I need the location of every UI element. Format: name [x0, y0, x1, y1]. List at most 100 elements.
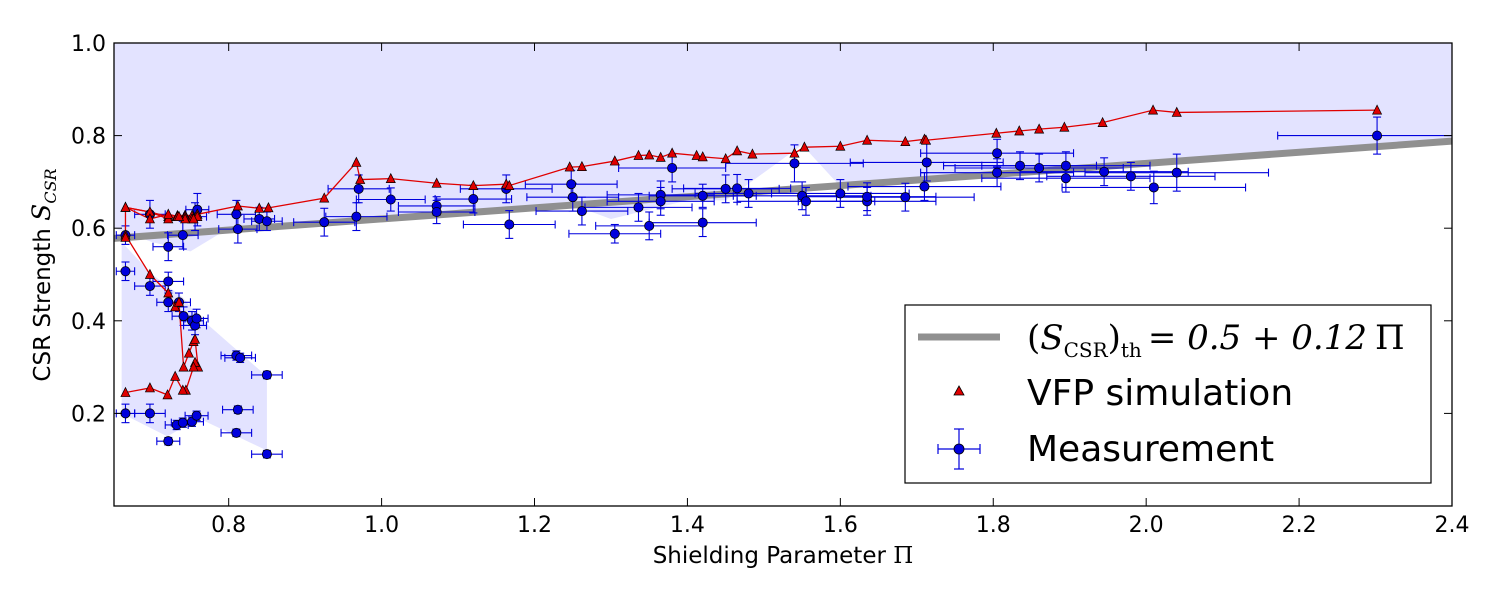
x-tick-label: 1.0	[364, 513, 399, 538]
measurement-point	[633, 202, 644, 213]
simulation-point	[655, 151, 666, 162]
simulation-point	[183, 347, 194, 358]
legend-simulation-label: VFP simulation	[1027, 373, 1293, 414]
measurement-point	[231, 209, 242, 220]
simulation-point	[263, 202, 274, 213]
plot-frame	[113, 42, 1453, 507]
measurement-point	[644, 220, 655, 231]
measurement-point	[1034, 163, 1045, 174]
simulation-point	[1097, 116, 1108, 127]
measurement-point	[862, 191, 873, 202]
measurement-point	[800, 196, 811, 207]
simulation-point	[504, 179, 515, 190]
measurement-point	[1060, 160, 1071, 171]
simulation-point	[576, 160, 587, 171]
measurement-point	[144, 281, 155, 292]
measurement-point	[319, 217, 330, 228]
simulation-point	[431, 177, 442, 188]
measurement-point	[144, 408, 155, 419]
simulation-point	[644, 149, 655, 160]
measurement-point	[732, 183, 743, 194]
simulation-point	[163, 208, 174, 219]
measurement-point	[261, 216, 272, 227]
measurement-point	[163, 436, 174, 447]
simulation-point	[1171, 106, 1182, 117]
measurement-point	[1099, 166, 1110, 177]
measurement-point	[177, 417, 188, 428]
simulation-point	[789, 147, 800, 158]
measurement-point	[992, 167, 1003, 178]
plot-area	[114, 43, 1452, 460]
simulation-point	[667, 147, 678, 158]
simulation-point	[799, 141, 810, 152]
legend: (SCSR)th = 0.5 + 0.12 Π VFP simulation Mea…	[904, 304, 1432, 484]
measurement-point	[667, 163, 678, 174]
simulation-point	[189, 333, 201, 344]
simulation-point	[1014, 125, 1025, 136]
simulation-point	[900, 135, 911, 146]
measurement-point	[120, 266, 131, 277]
simulation-point	[991, 127, 1002, 138]
x-tick-label: 2.2	[1282, 513, 1317, 538]
x-tick-label: 0.8	[211, 513, 246, 538]
axis-ticks: 0.8 1.0 1.2 1.4 1.6 1.8 2.0 2.2 2.4 0.2 0.4 0.6 0.8 1…	[71, 32, 1470, 538]
simulation-point	[178, 361, 189, 372]
simulation-point	[188, 213, 199, 224]
measurement-point	[468, 194, 479, 205]
measurement-point	[576, 206, 587, 217]
measurement-point	[120, 408, 131, 419]
simulation-point	[385, 172, 396, 184]
x-tick-label: 1.2	[517, 513, 552, 538]
y-tick-label: 1.0	[71, 32, 106, 57]
simulation-point	[144, 268, 156, 279]
measurement-point	[655, 196, 666, 207]
simulation-point	[1059, 121, 1070, 132]
measurement-point	[1148, 182, 1159, 193]
region-wedge	[121, 242, 267, 451]
simulation-point	[691, 149, 702, 160]
simulation-point	[120, 201, 131, 212]
measurement-point	[163, 297, 174, 308]
measurement-point	[566, 179, 577, 190]
measurement-point	[385, 194, 396, 205]
x-tick-label: 2.4	[1435, 513, 1470, 538]
legend-threshold-label: (SCSR)th = 0.5 + 0.12 Π	[1027, 318, 1405, 362]
simulation-point	[144, 382, 156, 393]
measurement-point	[163, 276, 174, 287]
simulation-point	[351, 156, 362, 167]
measurement-point	[351, 211, 362, 222]
measurement-point	[900, 192, 911, 203]
measurement-point	[743, 188, 754, 199]
measurement-point	[1125, 171, 1136, 182]
x-axis-label: Shielding Parameter Π	[653, 543, 914, 569]
measurement-point	[697, 190, 708, 201]
simulation-point	[468, 179, 479, 190]
measurement-point	[720, 183, 731, 194]
measurement-point	[919, 181, 930, 192]
x-tick-label: 1.8	[976, 513, 1011, 538]
simulation-point	[120, 386, 131, 397]
measurement-point	[1171, 167, 1182, 178]
simulation-point	[355, 173, 366, 184]
simulation-point	[835, 140, 846, 151]
simulation-point	[232, 200, 243, 211]
measurement-point	[697, 217, 708, 228]
measurement-point	[835, 188, 846, 199]
y-axis-label: CSR Strength SCSR	[27, 168, 60, 381]
simulation-point	[609, 155, 620, 166]
y-tick-label: 0.6	[71, 217, 106, 242]
y-tick-label: 0.8	[71, 125, 106, 150]
measurement-point	[178, 311, 189, 322]
measurement-point	[191, 410, 202, 421]
measurement-point	[567, 192, 578, 203]
simulation-point	[1147, 104, 1159, 115]
y-tick-label: 0.4	[71, 310, 106, 335]
measurement-point	[1372, 130, 1383, 141]
simulation-point	[1372, 104, 1383, 115]
measurement-point	[609, 228, 620, 239]
simulation-point	[732, 145, 743, 156]
x-tick-label: 1.4	[670, 513, 705, 538]
measurement-point	[1015, 160, 1026, 171]
measurement-point	[789, 158, 800, 169]
